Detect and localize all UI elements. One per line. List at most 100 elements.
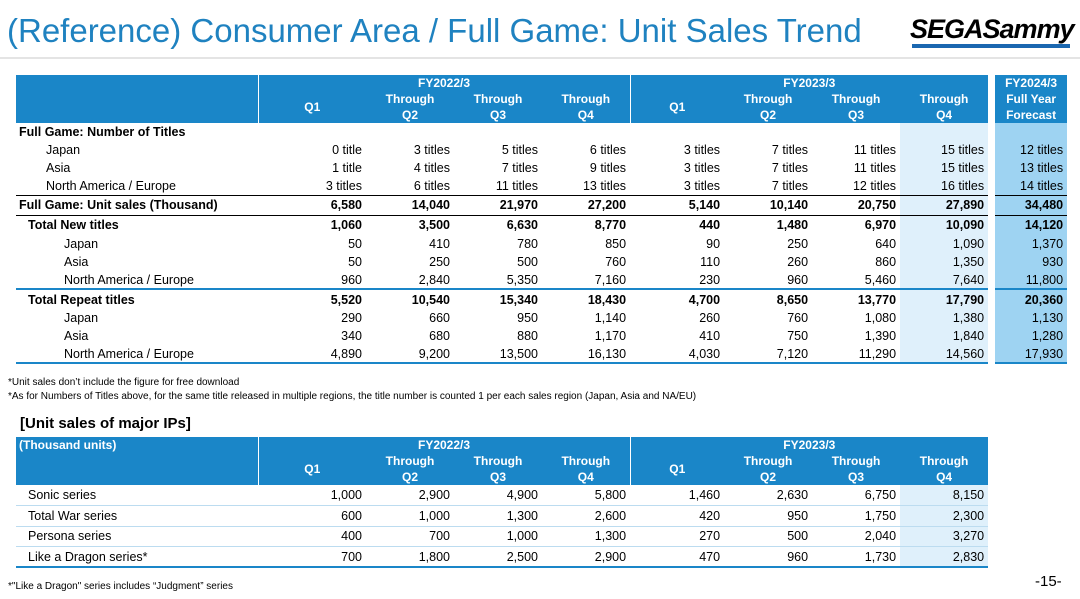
cell-value: 21,970: [454, 195, 542, 216]
column-spacer: [988, 309, 995, 327]
ip-cell-value: 1,460: [688, 488, 721, 502]
row-label: Japan: [64, 237, 99, 251]
sega-sammy-logo: SEGASammy: [910, 14, 1075, 48]
ip-cell-value: 500: [787, 529, 809, 544]
cell-value: 760: [605, 255, 627, 269]
cell-value: 1,140: [594, 311, 627, 325]
cell-value: 11 titles: [853, 161, 897, 175]
cell-value: 960: [724, 271, 813, 290]
ip-cell-value: 2,600: [594, 508, 627, 523]
ip-row: Sonic series 1,000 2,900 4,900 5,800 1,460 2,6…: [16, 485, 989, 506]
cell-value: [454, 123, 542, 141]
ip-cell-value: 1,800: [418, 549, 450, 564]
cell-value: 6 titles: [366, 177, 454, 196]
cell-value: 5,140: [630, 195, 725, 216]
ip-cell-value: 2,040: [864, 529, 897, 544]
cell-value: 1 title: [332, 161, 362, 175]
ip-header-through: Through: [900, 453, 989, 469]
row-label: North America / Europe: [16, 345, 258, 364]
cell-value: 50: [348, 255, 362, 269]
row-label: Asia: [64, 255, 89, 269]
header-q1: Q1: [630, 91, 725, 123]
cell-value: 9,200: [366, 345, 454, 364]
cell-value: 5,350: [454, 271, 542, 290]
column-spacer: [988, 235, 995, 253]
note-free-download: *Unit sales don’t include the figure for…: [8, 377, 240, 388]
cell-value: 20,750: [812, 195, 901, 216]
cell-value: [258, 123, 366, 141]
cell-value: 410: [699, 329, 721, 343]
cell-value: 90: [706, 237, 721, 251]
cell-value: 6,630: [506, 218, 538, 233]
ip-row: Persona series 400 700 1,000 1,300 270 500 2,04…: [16, 526, 989, 547]
column-spacer: [988, 327, 995, 345]
column-spacer: [988, 123, 995, 141]
header-fy2024: FY2024/3: [995, 75, 1068, 91]
cell-value: 50: [348, 237, 362, 251]
ip-cell-value: 2,300: [900, 505, 989, 526]
cell-value: 6,970: [864, 218, 897, 233]
ip-header-q3: Q3: [812, 469, 901, 485]
ip-header-through: Through: [812, 453, 901, 469]
cell-value: 1,090: [900, 235, 989, 253]
row-label: Total Repeat titles: [28, 292, 135, 307]
logo-underline: [912, 44, 1070, 48]
table-row: Japan 0 title 3 titles 5 titles 6 titles 3 ti…: [16, 141, 1068, 159]
major-ip-table: (Thousand units) FY2022/3 FY2023/3 Q1 Th…: [16, 437, 989, 568]
cell-value: 11 titles: [454, 177, 542, 196]
cell-value: 760: [787, 311, 809, 325]
ip-cell-value: 1,300: [506, 508, 538, 523]
title-divider: [0, 57, 1080, 59]
ip-cell-value: 470: [699, 549, 721, 564]
cell-value: 0 title: [332, 143, 362, 157]
cell-value: 950: [517, 311, 538, 325]
cell-value: 640: [875, 237, 897, 251]
cell-value: 6 titles: [589, 143, 627, 157]
cell-value: [724, 123, 812, 141]
cell-value: 1,170: [594, 329, 627, 343]
cell-value: 13,500: [454, 345, 542, 364]
ip-cell-value: 1,750: [864, 508, 897, 523]
cell-value: 7 titles: [771, 143, 809, 157]
cell-value: 14,120: [995, 215, 1068, 235]
logo-text-sammy: Sammy: [982, 14, 1075, 44]
cell-value: 290: [341, 311, 362, 325]
row-label: Full Game: Unit sales (Thousand): [16, 195, 258, 216]
ip-cell-value: 420: [699, 508, 721, 523]
cell-value: 7,120: [724, 345, 813, 364]
cell-value: 780: [517, 237, 538, 251]
column-spacer: [988, 141, 995, 159]
cell-value: 230: [630, 271, 725, 290]
cell-value: 20,360: [995, 289, 1068, 309]
cell-value: 3,500: [418, 218, 450, 233]
table-row: North America / Europe 4,890 9,200 13,500 16…: [16, 345, 1068, 364]
row-label: Asia: [46, 161, 71, 175]
ip-cell-value: 2,900: [418, 488, 450, 502]
cell-value: 410: [429, 237, 450, 251]
header-q2: Q2: [366, 107, 454, 123]
ip-cell-value: 8,150: [900, 485, 989, 506]
ip-row: Total War series 600 1,000 1,300 2,600 420 950…: [16, 505, 989, 526]
ip-header-q4: Q4: [542, 469, 631, 485]
column-spacer: [988, 159, 995, 177]
cell-value: 10,140: [724, 195, 813, 216]
unit-sales-table: FY2022/3 FY2023/3 FY2024/3 Q1 Through Th…: [16, 75, 1068, 364]
cell-value: 7,640: [900, 271, 989, 290]
page-title: (Reference) Consumer Area / Full Game: U…: [7, 12, 862, 49]
cell-value: 7 titles: [724, 177, 813, 196]
cell-value: 5,520: [330, 292, 362, 307]
ip-section-title: [Unit sales of major IPs]: [20, 415, 191, 432]
header-q4: Q4: [542, 107, 631, 123]
ip-header-fy2023: FY2023/3: [630, 437, 989, 453]
cell-value: 860: [875, 255, 897, 269]
cell-value: 1,080: [864, 311, 897, 325]
table-row: Total New titles 1,060 3,500 6,630 8,770 440 1…: [16, 215, 1068, 235]
header-q2: Q2: [724, 107, 813, 123]
cell-value: 1,280: [995, 327, 1068, 345]
ip-cell-value: 1,300: [594, 529, 627, 544]
ip-cell-value: 1,000: [418, 508, 450, 523]
logo-text-sega: SEGA: [910, 14, 984, 44]
table-row: Asia 50 250 500 760 110 260 860 1,350 930: [16, 253, 1068, 271]
ip-cell-value: 1,000: [506, 529, 538, 544]
ip-cell-value: 1,000: [330, 488, 362, 502]
